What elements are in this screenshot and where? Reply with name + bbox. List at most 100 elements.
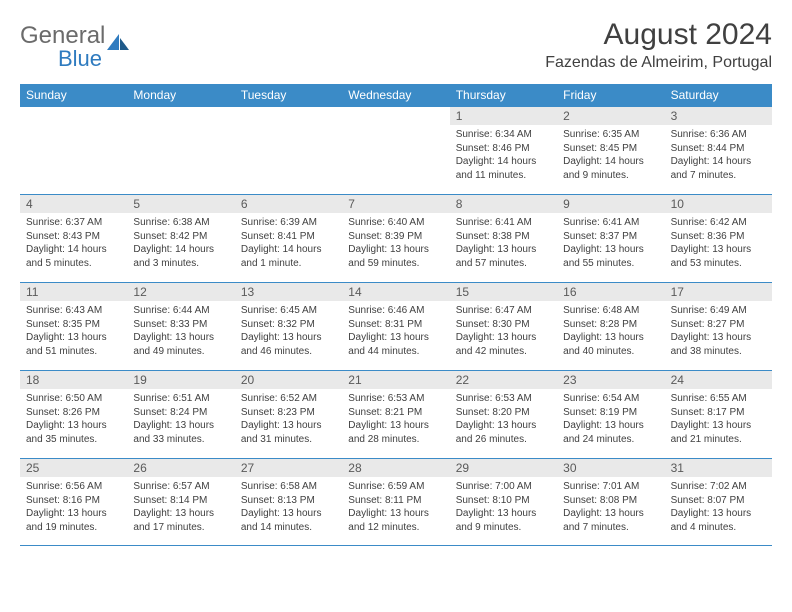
calendar-grid: SundayMondayTuesdayWednesdayThursdayFrid… (20, 84, 772, 546)
logo-sail-icon (107, 34, 129, 50)
calendar-cell: 27Sunrise: 6:58 AMSunset: 8:13 PMDayligh… (235, 458, 342, 546)
day-number: 7 (342, 195, 449, 213)
day-info: Sunrise: 6:35 AMSunset: 8:45 PMDaylight:… (557, 125, 664, 182)
calendar-cell: 17Sunrise: 6:49 AMSunset: 8:27 PMDayligh… (665, 282, 772, 370)
dow-header: Tuesday (235, 84, 342, 106)
calendar-cell: 6Sunrise: 6:39 AMSunset: 8:41 PMDaylight… (235, 194, 342, 282)
dow-header: Monday (127, 84, 234, 106)
day-number: 15 (450, 283, 557, 301)
day-number: 16 (557, 283, 664, 301)
day-info: Sunrise: 7:00 AMSunset: 8:10 PMDaylight:… (450, 477, 557, 534)
day-info: Sunrise: 7:01 AMSunset: 8:08 PMDaylight:… (557, 477, 664, 534)
logo: General Blue (20, 22, 129, 72)
calendar-cell: 13Sunrise: 6:45 AMSunset: 8:32 PMDayligh… (235, 282, 342, 370)
day-number: 11 (20, 283, 127, 301)
day-info: Sunrise: 6:52 AMSunset: 8:23 PMDaylight:… (235, 389, 342, 446)
dow-header: Thursday (450, 84, 557, 106)
calendar-cell: 12Sunrise: 6:44 AMSunset: 8:33 PMDayligh… (127, 282, 234, 370)
calendar-cell: 7Sunrise: 6:40 AMSunset: 8:39 PMDaylight… (342, 194, 449, 282)
day-info: Sunrise: 6:46 AMSunset: 8:31 PMDaylight:… (342, 301, 449, 358)
calendar-cell: 26Sunrise: 6:57 AMSunset: 8:14 PMDayligh… (127, 458, 234, 546)
day-number (342, 107, 449, 125)
day-info: Sunrise: 6:53 AMSunset: 8:21 PMDaylight:… (342, 389, 449, 446)
calendar-cell-blank (342, 106, 449, 194)
calendar-cell: 4Sunrise: 6:37 AMSunset: 8:43 PMDaylight… (20, 194, 127, 282)
day-info: Sunrise: 6:54 AMSunset: 8:19 PMDaylight:… (557, 389, 664, 446)
day-number: 3 (665, 107, 772, 125)
day-number: 13 (235, 283, 342, 301)
day-info: Sunrise: 6:45 AMSunset: 8:32 PMDaylight:… (235, 301, 342, 358)
location: Fazendas de Almeirim, Portugal (545, 54, 772, 72)
day-number (20, 107, 127, 125)
day-number: 29 (450, 459, 557, 477)
calendar-cell: 15Sunrise: 6:47 AMSunset: 8:30 PMDayligh… (450, 282, 557, 370)
calendar-cell: 19Sunrise: 6:51 AMSunset: 8:24 PMDayligh… (127, 370, 234, 458)
title-block: August 2024 Fazendas de Almeirim, Portug… (545, 18, 772, 72)
calendar-cell: 29Sunrise: 7:00 AMSunset: 8:10 PMDayligh… (450, 458, 557, 546)
calendar-cell-blank (235, 106, 342, 194)
day-number: 21 (342, 371, 449, 389)
day-info: Sunrise: 6:51 AMSunset: 8:24 PMDaylight:… (127, 389, 234, 446)
calendar-cell: 30Sunrise: 7:01 AMSunset: 8:08 PMDayligh… (557, 458, 664, 546)
day-number (127, 107, 234, 125)
day-number: 27 (235, 459, 342, 477)
day-number: 8 (450, 195, 557, 213)
day-number: 22 (450, 371, 557, 389)
day-info: Sunrise: 6:43 AMSunset: 8:35 PMDaylight:… (20, 301, 127, 358)
day-info: Sunrise: 6:48 AMSunset: 8:28 PMDaylight:… (557, 301, 664, 358)
day-number: 14 (342, 283, 449, 301)
day-number: 25 (20, 459, 127, 477)
day-number: 28 (342, 459, 449, 477)
calendar-cell: 21Sunrise: 6:53 AMSunset: 8:21 PMDayligh… (342, 370, 449, 458)
calendar-cell: 24Sunrise: 6:55 AMSunset: 8:17 PMDayligh… (665, 370, 772, 458)
day-number (235, 107, 342, 125)
day-number: 26 (127, 459, 234, 477)
day-info: Sunrise: 6:56 AMSunset: 8:16 PMDaylight:… (20, 477, 127, 534)
day-info: Sunrise: 6:47 AMSunset: 8:30 PMDaylight:… (450, 301, 557, 358)
day-number: 20 (235, 371, 342, 389)
dow-header: Wednesday (342, 84, 449, 106)
calendar-cell: 16Sunrise: 6:48 AMSunset: 8:28 PMDayligh… (557, 282, 664, 370)
calendar-cell: 22Sunrise: 6:53 AMSunset: 8:20 PMDayligh… (450, 370, 557, 458)
day-info: Sunrise: 6:40 AMSunset: 8:39 PMDaylight:… (342, 213, 449, 270)
calendar-cell: 3Sunrise: 6:36 AMSunset: 8:44 PMDaylight… (665, 106, 772, 194)
calendar-cell: 18Sunrise: 6:50 AMSunset: 8:26 PMDayligh… (20, 370, 127, 458)
day-number: 2 (557, 107, 664, 125)
day-number: 19 (127, 371, 234, 389)
day-info: Sunrise: 6:39 AMSunset: 8:41 PMDaylight:… (235, 213, 342, 270)
day-number: 1 (450, 107, 557, 125)
day-number: 12 (127, 283, 234, 301)
day-info: Sunrise: 6:58 AMSunset: 8:13 PMDaylight:… (235, 477, 342, 534)
calendar-cell: 8Sunrise: 6:41 AMSunset: 8:38 PMDaylight… (450, 194, 557, 282)
dow-header: Sunday (20, 84, 127, 106)
day-number: 24 (665, 371, 772, 389)
day-number: 10 (665, 195, 772, 213)
day-number: 30 (557, 459, 664, 477)
calendar-cell-blank (20, 106, 127, 194)
day-number: 23 (557, 371, 664, 389)
logo-text-blue: Blue (58, 46, 102, 72)
calendar-cell: 20Sunrise: 6:52 AMSunset: 8:23 PMDayligh… (235, 370, 342, 458)
header: General Blue August 2024 Fazendas de Alm… (20, 18, 772, 72)
day-info: Sunrise: 6:38 AMSunset: 8:42 PMDaylight:… (127, 213, 234, 270)
day-info: Sunrise: 6:59 AMSunset: 8:11 PMDaylight:… (342, 477, 449, 534)
calendar-cell: 9Sunrise: 6:41 AMSunset: 8:37 PMDaylight… (557, 194, 664, 282)
day-number: 6 (235, 195, 342, 213)
month-title: August 2024 (545, 18, 772, 52)
day-number: 31 (665, 459, 772, 477)
day-number: 9 (557, 195, 664, 213)
calendar-cell: 23Sunrise: 6:54 AMSunset: 8:19 PMDayligh… (557, 370, 664, 458)
calendar-cell: 10Sunrise: 6:42 AMSunset: 8:36 PMDayligh… (665, 194, 772, 282)
calendar-cell: 5Sunrise: 6:38 AMSunset: 8:42 PMDaylight… (127, 194, 234, 282)
dow-header: Saturday (665, 84, 772, 106)
day-info: Sunrise: 6:50 AMSunset: 8:26 PMDaylight:… (20, 389, 127, 446)
day-info: Sunrise: 6:36 AMSunset: 8:44 PMDaylight:… (665, 125, 772, 182)
day-info: Sunrise: 6:41 AMSunset: 8:37 PMDaylight:… (557, 213, 664, 270)
day-info: Sunrise: 6:42 AMSunset: 8:36 PMDaylight:… (665, 213, 772, 270)
calendar-cell: 31Sunrise: 7:02 AMSunset: 8:07 PMDayligh… (665, 458, 772, 546)
day-number: 5 (127, 195, 234, 213)
calendar-cell: 25Sunrise: 6:56 AMSunset: 8:16 PMDayligh… (20, 458, 127, 546)
day-number: 17 (665, 283, 772, 301)
calendar-cell: 11Sunrise: 6:43 AMSunset: 8:35 PMDayligh… (20, 282, 127, 370)
calendar-cell-blank (127, 106, 234, 194)
